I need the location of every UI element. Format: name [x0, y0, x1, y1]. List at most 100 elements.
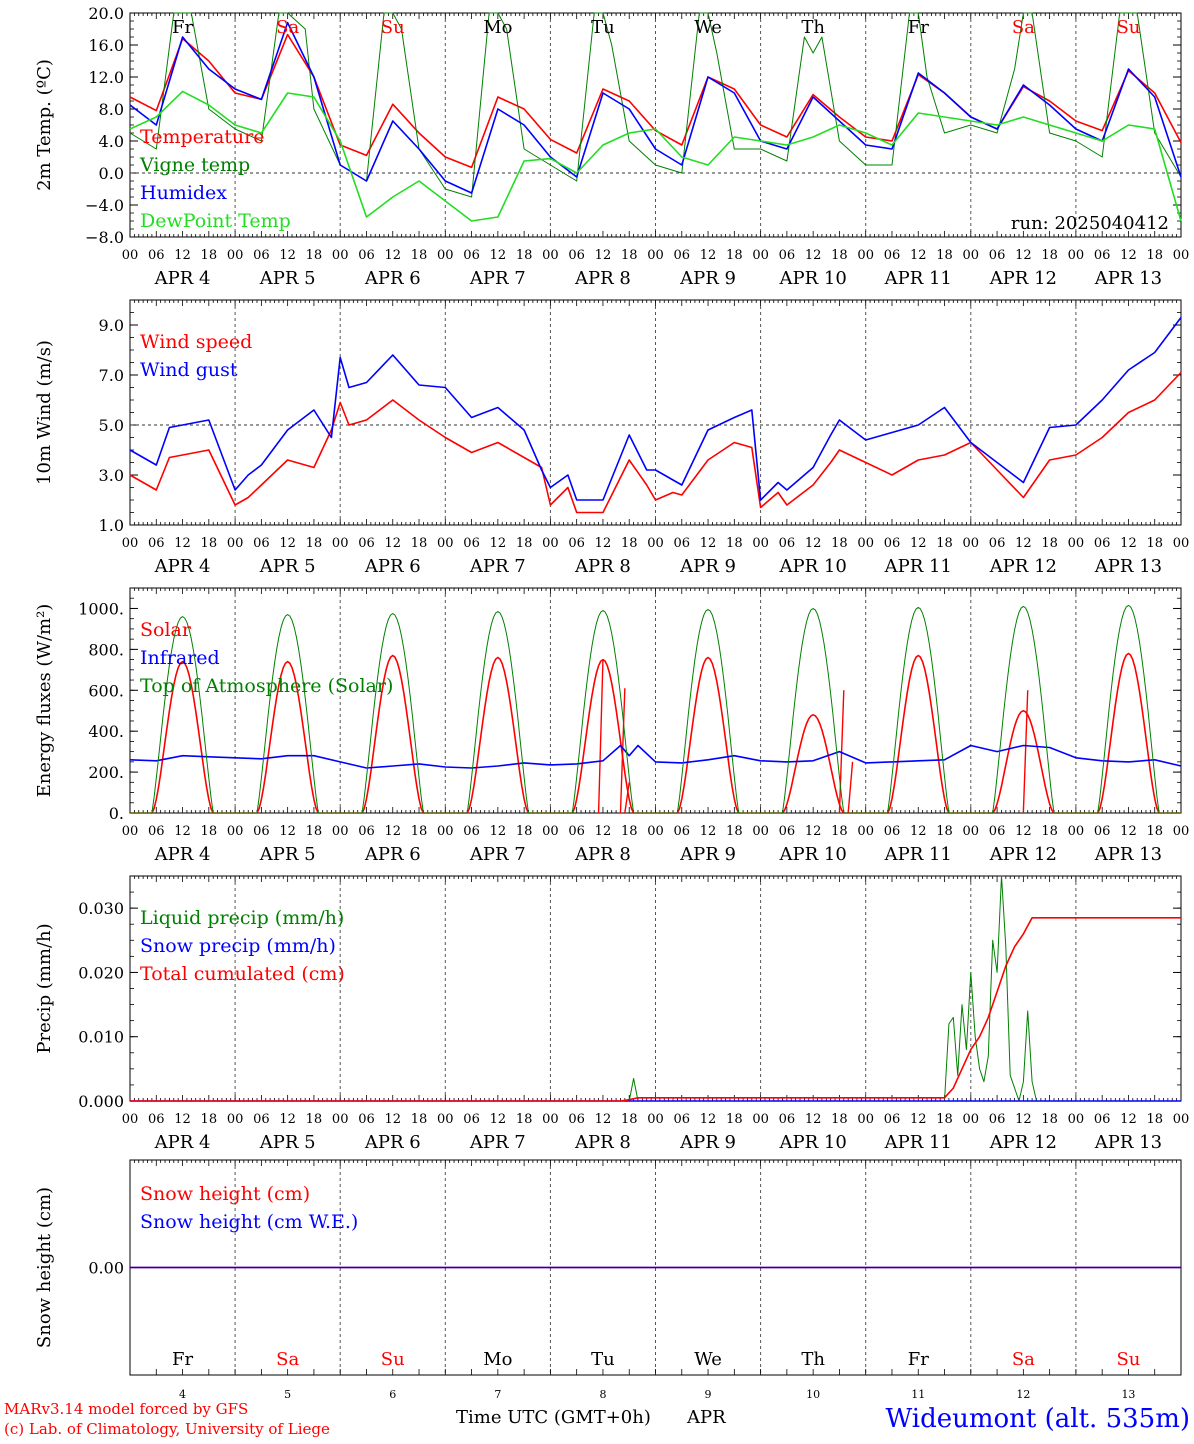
run-label: run: 2025040412: [1011, 213, 1169, 234]
x-hour-label: 06: [253, 248, 270, 263]
x-hour-label: 18: [726, 824, 743, 839]
y-tick-label: 0.010: [78, 1028, 124, 1047]
series-spike: [619, 688, 626, 814]
series-line-dewpoint-temp: [129, 90, 1182, 222]
x-hour-label: 12: [805, 1112, 822, 1127]
x-hour-label: 06: [358, 536, 375, 551]
y-axis-label: Precip (mm/h): [34, 923, 55, 1053]
x-date-label: APR 8: [574, 1132, 631, 1153]
x-hour-label: 06: [463, 1112, 480, 1127]
x-hour-label: 00: [1068, 824, 1085, 839]
x-hour-label: 06: [989, 1112, 1006, 1127]
x-hour-label: 18: [1146, 824, 1163, 839]
x-hour-label: 06: [463, 536, 480, 551]
x-hour-label: 18: [201, 1112, 218, 1127]
x-hour-label: 06: [148, 824, 165, 839]
x-hour-label: 00: [647, 248, 664, 263]
x-hour-label: 00: [227, 824, 244, 839]
x-date-label: APR 10: [779, 844, 847, 865]
weekday-label-top: Th: [801, 17, 825, 38]
x-date-label: APR 9: [679, 844, 736, 865]
x-hour-label: 06: [568, 824, 585, 839]
x-hour-label: 18: [831, 536, 848, 551]
y-tick-label: 0.00: [88, 1259, 124, 1278]
x-hour-label: 00: [752, 824, 769, 839]
day-number-label: 11: [911, 1388, 925, 1401]
x-hour-label: 12: [1120, 248, 1137, 263]
series-spike: [624, 782, 630, 814]
x-hour-label: 00: [963, 1112, 980, 1127]
x-hour-label: 18: [201, 248, 218, 263]
x-hour-label: 12: [279, 536, 296, 551]
credit-line-1: MARv3.14 model forced by GFS: [4, 1400, 248, 1418]
x-hour-label: 12: [490, 248, 507, 263]
x-hour-label: 06: [253, 536, 270, 551]
day-number-label: 5: [284, 1388, 291, 1401]
x-hour-label: 12: [279, 1112, 296, 1127]
weekday-label-top: Tu: [591, 17, 615, 38]
legend-entry: Temperature: [140, 126, 264, 148]
x-hour-label: 18: [1041, 248, 1058, 263]
y-tick-label: 0.0: [99, 164, 124, 183]
x-date-label: APR 13: [1094, 1132, 1162, 1153]
weekday-label-bottom: Sa: [1012, 1349, 1035, 1370]
x-hour-label: 06: [1094, 824, 1111, 839]
x-hour-label: 18: [831, 248, 848, 263]
x-date-label: APR 8: [574, 268, 631, 289]
series-line-infrared: [129, 744, 1182, 769]
x-hour-label: 06: [148, 536, 165, 551]
x-hour-label: 00: [332, 824, 349, 839]
x-hour-label: 00: [542, 248, 559, 263]
x-date-label: APR 6: [364, 556, 421, 577]
x-hour-label: 12: [805, 536, 822, 551]
weekday-label-top: Su: [1116, 17, 1140, 38]
x-hour-label: 00: [647, 1112, 664, 1127]
legend-entry: Wind gust: [140, 359, 238, 381]
x-hour-label: 06: [1094, 248, 1111, 263]
x-hour-label: 06: [884, 248, 901, 263]
x-hour-label: 18: [1146, 536, 1163, 551]
x-date-label: APR 9: [679, 268, 736, 289]
weekday-label-bottom: Su: [1116, 1349, 1140, 1370]
y-tick-label: 16.0: [88, 36, 124, 55]
x-hour-label: 00: [332, 1112, 349, 1127]
series-line-wind-gust: [129, 317, 1182, 501]
x-hour-label: 00: [857, 536, 874, 551]
x-hour-label: 18: [936, 248, 953, 263]
day-number-label: 9: [705, 1388, 712, 1401]
y-tick-label: 0.030: [78, 899, 124, 918]
x-hour-label: 18: [306, 1112, 323, 1127]
weekday-label-bottom: We: [694, 1349, 722, 1370]
x-hour-label: 06: [674, 536, 691, 551]
y-tick-label: −4.0: [85, 196, 124, 215]
x-date-label: APR 7: [469, 268, 526, 289]
weekday-label-bottom: Mo: [483, 1349, 512, 1370]
x-date-label: APR 5: [259, 556, 316, 577]
x-hour-label: 18: [306, 536, 323, 551]
x-date-label: APR 5: [259, 1132, 316, 1153]
x-hour-label: 18: [621, 1112, 638, 1127]
x-hour-label: 12: [595, 1112, 612, 1127]
y-tick-label: 600.: [88, 681, 124, 700]
x-date-label: APR 7: [469, 1132, 526, 1153]
x-hour-label: 06: [463, 824, 480, 839]
y-tick-label: 0.000: [78, 1092, 124, 1111]
x-hour-label: 06: [989, 824, 1006, 839]
x-hour-label: 06: [674, 248, 691, 263]
x-hour-label: 12: [490, 1112, 507, 1127]
series-line-humidex: [129, 21, 1182, 194]
x-hour-label: 00: [647, 824, 664, 839]
x-hour-label: 12: [910, 536, 927, 551]
y-tick-label: 3.0: [99, 466, 124, 485]
day-number-label: 7: [494, 1388, 501, 1401]
x-hour-label: 18: [411, 824, 428, 839]
x-hour-label: 18: [1041, 536, 1058, 551]
y-tick-label: 12.0: [88, 68, 124, 87]
x-hour-label: 12: [805, 824, 822, 839]
legend-entry: Total cumulated (cm): [140, 963, 345, 985]
y-axis-label: 2m Temp. (ºC): [34, 59, 55, 191]
x-hour-label: 06: [148, 1112, 165, 1127]
x-hour-label: 18: [831, 824, 848, 839]
x-hour-label: 18: [1041, 1112, 1058, 1127]
x-date-label: APR 13: [1094, 844, 1162, 865]
